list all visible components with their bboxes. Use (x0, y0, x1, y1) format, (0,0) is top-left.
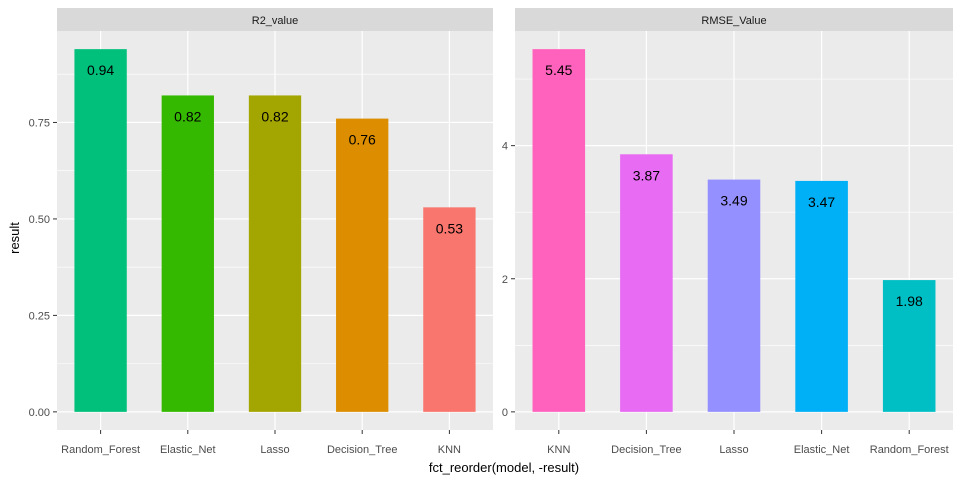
x-tick-label: Lasso (260, 444, 289, 456)
facet-panel-r2: R2_value 0.00 0.25 0.50 0.75 0.94 0.82 0.82 0.76… (29, 8, 493, 456)
data-label: 0.53 (436, 220, 463, 236)
y-tick-label: 0 (502, 407, 508, 419)
bar-decision-tree (620, 154, 673, 412)
facet-panel-rmse: RMSE_Value 0 2 4 5.45 3.87 3.49 3.47 1.98 KNN Deci… (502, 8, 953, 456)
y-axis-title: result (7, 222, 22, 254)
data-label: 0.94 (87, 62, 114, 78)
data-label: 0.82 (174, 108, 201, 124)
x-tick-label: Decision_Tree (327, 444, 398, 456)
x-tick-label: Elastic_Net (160, 444, 216, 456)
x-tick-label: KNN (547, 444, 570, 456)
y-tick-label: 0.75 (29, 117, 50, 129)
y-tick-label: 4 (502, 141, 508, 153)
data-label: 5.45 (545, 62, 572, 78)
bar-decision-tree (336, 118, 389, 412)
bar-lasso (707, 179, 761, 412)
data-label: 3.87 (633, 167, 660, 183)
x-tick-label: Decision_Tree (611, 444, 682, 456)
x-tick-label: Random_Forest (61, 444, 140, 456)
bar-random-forest (882, 280, 936, 412)
y-tick-label: 0.25 (29, 310, 50, 322)
bar-lasso (248, 95, 302, 412)
data-label: 0.76 (349, 132, 376, 148)
data-label: 3.49 (720, 193, 747, 209)
data-label: 1.98 (896, 293, 923, 309)
facet-strip (515, 8, 953, 31)
bar-knn (423, 207, 476, 412)
x-tick-label: Random_Forest (870, 444, 949, 456)
data-label: 0.82 (261, 108, 288, 124)
x-axis-title: fct_reorder(model, -result) (429, 460, 579, 475)
y-tick-label: 2 (502, 274, 508, 286)
y-tick-label: 0.00 (29, 407, 50, 419)
bar-knn (532, 49, 586, 412)
y-tick-label: 0.50 (29, 214, 50, 226)
bar-random-forest (74, 49, 127, 412)
x-tick-label: KNN (438, 444, 461, 456)
data-label: 3.47 (808, 194, 835, 210)
x-tick-label: Elastic_Net (794, 444, 850, 456)
bar-elastic-net (161, 95, 214, 412)
facet-strip (57, 8, 493, 31)
x-tick-label: Lasso (719, 444, 748, 456)
facet-strip-label: R2_value (252, 15, 298, 27)
bar-elastic-net (795, 180, 848, 412)
facet-strip-label: RMSE_Value (701, 15, 766, 27)
